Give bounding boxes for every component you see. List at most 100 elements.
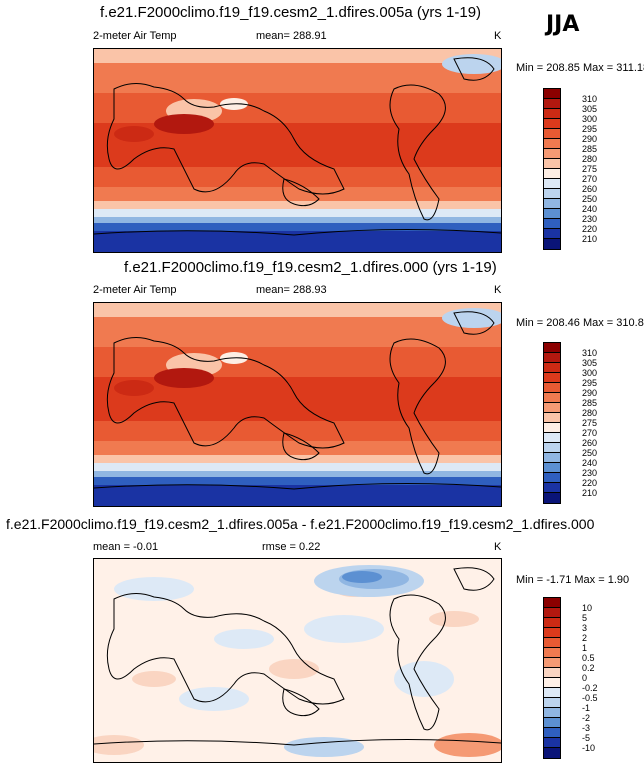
colorbar-swatch (544, 139, 560, 149)
panel3-coastlines (94, 567, 501, 746)
colorbar-swatch (544, 239, 560, 249)
colorbar-tick-label: 210 (582, 234, 598, 244)
panel3-title: f.e21.F2000climo.f19_f19.cesm2_1.dfires.… (6, 516, 595, 532)
colorbar-tick-label: 305 (582, 358, 598, 368)
colorbar-tick-label: 250 (582, 448, 598, 458)
colorbar-swatch (544, 129, 560, 139)
colorbar-tick-label: 305 (582, 104, 598, 114)
colorbar-tick-label: 310 (582, 94, 598, 104)
colorbar-swatch (544, 688, 560, 698)
colorbar-tick-label: 3 (582, 623, 588, 633)
colorbar-tick-label: 2 (582, 633, 588, 643)
colorbar-swatch (544, 608, 560, 618)
colorbar-swatch (544, 413, 560, 423)
colorbar-tick-label: -3 (582, 723, 591, 733)
panel1-minmax-label: Min = 208.85 Max = 311.18 (516, 62, 644, 74)
colorbar-tick-label: 0.2 (582, 663, 595, 673)
colorbar-tick-label: -10 (582, 743, 596, 753)
colorbar-tick-label: 300 (582, 368, 598, 378)
colorbar-swatch (544, 353, 560, 363)
colorbar-tick-label: 0.5 (582, 653, 595, 663)
panel1-coastlines (94, 57, 501, 236)
colorbar-swatch (544, 393, 560, 403)
colorbar-swatch (544, 423, 560, 433)
colorbar-tick-label: -0.2 (582, 683, 598, 693)
colorbar-swatch (544, 189, 560, 199)
colorbar-swatch (544, 668, 560, 678)
colorbar-swatch (544, 738, 560, 748)
panel1-mean-label: mean= 288.91 (256, 30, 327, 42)
season-label: JJA (546, 12, 580, 37)
colorbar-tick-label: 280 (582, 408, 598, 418)
colorbar-swatch (544, 169, 560, 179)
colorbar-swatch (544, 718, 560, 728)
colorbar-swatch (544, 229, 560, 239)
colorbar-swatch (544, 179, 560, 189)
colorbar-tick-label: 280 (582, 154, 598, 164)
colorbar-swatch (544, 99, 560, 109)
colorbar-swatch (544, 483, 560, 493)
colorbar-swatch (544, 343, 560, 353)
colorbar-swatch (544, 598, 560, 608)
panel2-title: f.e21.F2000climo.f19_f19.cesm2_1.dfires.… (124, 259, 497, 276)
colorbar-swatch (544, 748, 560, 758)
colorbar-tick-label: 240 (582, 204, 598, 214)
colorbar-swatch (544, 119, 560, 129)
colorbar-tick-label: 230 (582, 214, 598, 224)
panel1-map (93, 48, 502, 253)
colorbar-swatch (544, 443, 560, 453)
colorbar-swatch (544, 219, 560, 229)
panel1-variable-label: 2-meter Air Temp (93, 30, 177, 42)
colorbar-tick-label: 295 (582, 378, 598, 388)
panel2-colorbar (543, 342, 561, 504)
colorbar-tick-label: -1 (582, 703, 591, 713)
colorbar-swatch (544, 433, 560, 443)
colorbar-swatch (544, 493, 560, 503)
colorbar-tick-label: 300 (582, 114, 598, 124)
panel2-mean-label: mean= 288.93 (256, 284, 327, 296)
panel1-temperature-field (94, 49, 501, 252)
panel3-colorbar (543, 597, 561, 759)
colorbar-tick-label: 240 (582, 458, 598, 468)
colorbar-swatch (544, 463, 560, 473)
colorbar-swatch (544, 728, 560, 738)
colorbar-tick-label: 5 (582, 613, 588, 623)
colorbar-tick-label: -2 (582, 713, 591, 723)
colorbar-tick-label: -0.5 (582, 693, 598, 703)
colorbar-swatch (544, 363, 560, 373)
panel3-map (93, 558, 502, 763)
colorbar-tick-label: 310 (582, 348, 598, 358)
colorbar-tick-label: 270 (582, 174, 598, 184)
colorbar-tick-label: 295 (582, 124, 598, 134)
colorbar-swatch (544, 678, 560, 688)
colorbar-tick-label: 230 (582, 468, 598, 478)
colorbar-tick-label: 210 (582, 488, 598, 498)
panel3-mean-label: mean = -0.01 (93, 541, 159, 553)
panel3-difference-field (94, 559, 501, 762)
colorbar-tick-label: 285 (582, 144, 598, 154)
colorbar-tick-label: 220 (582, 224, 598, 234)
colorbar-swatch (544, 628, 560, 638)
colorbar-swatch (544, 109, 560, 119)
panel2-units-label: K (494, 284, 502, 296)
colorbar-swatch (544, 618, 560, 628)
colorbar-swatch (544, 199, 560, 209)
colorbar-swatch (544, 648, 560, 658)
colorbar-tick-label: 270 (582, 428, 598, 438)
colorbar-tick-label: 1 (582, 643, 588, 653)
panel2-temperature-field (94, 303, 501, 506)
colorbar-swatch (544, 708, 560, 718)
colorbar-swatch (544, 638, 560, 648)
colorbar-tick-label: 10 (582, 603, 593, 613)
colorbar-tick-label: 275 (582, 164, 598, 174)
colorbar-tick-label: 290 (582, 388, 598, 398)
colorbar-tick-label: 260 (582, 184, 598, 194)
colorbar-swatch (544, 453, 560, 463)
colorbar-swatch (544, 473, 560, 483)
colorbar-tick-label: 275 (582, 418, 598, 428)
panel2-coastlines (94, 311, 501, 490)
colorbar-swatch (544, 149, 560, 159)
colorbar-swatch (544, 383, 560, 393)
colorbar-swatch (544, 89, 560, 99)
colorbar-tick-label: 220 (582, 478, 598, 488)
